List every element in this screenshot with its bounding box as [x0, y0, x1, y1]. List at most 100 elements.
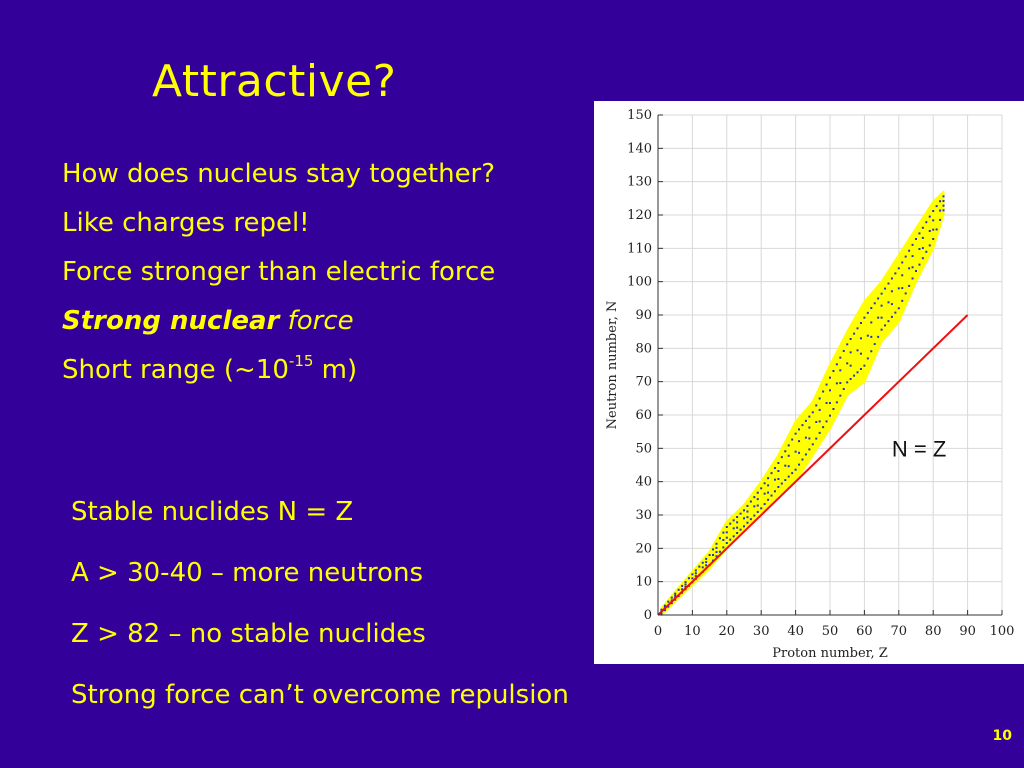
nuclide-point	[784, 450, 787, 453]
nuclide-point	[932, 219, 935, 222]
nuclide-point	[718, 550, 721, 553]
nuclide-point	[932, 210, 935, 212]
nuclide-point	[870, 321, 873, 324]
nuclide-point	[756, 498, 759, 501]
nuclide-point	[767, 491, 770, 494]
nuclide-point	[804, 436, 807, 439]
nuclide-point	[921, 236, 924, 239]
nuclide-point	[698, 565, 701, 568]
nuclide-point	[935, 228, 938, 231]
nuclide-point	[705, 561, 708, 564]
nuclide-point	[756, 510, 759, 513]
nuclide-point	[911, 277, 914, 280]
nuclide-point	[880, 316, 883, 319]
y-tick-label: 10	[635, 575, 652, 590]
nuclide-point	[921, 247, 924, 250]
nuclide-point	[873, 302, 876, 305]
nuclide-point	[873, 343, 876, 346]
nuclide-point	[770, 472, 773, 475]
nuclide-point	[928, 230, 931, 232]
nuclide-point	[842, 388, 845, 390]
nuclide-point	[780, 482, 783, 485]
nuclide-point	[925, 250, 928, 253]
nuclide-point	[887, 320, 890, 323]
nuclide-point	[712, 554, 715, 556]
nuclide-point	[897, 287, 900, 290]
nuclide-point	[884, 287, 887, 290]
nuclide-point	[787, 475, 790, 478]
nuclide-point	[825, 383, 828, 386]
nuclide-point	[736, 521, 739, 524]
nuclide-point	[787, 444, 790, 447]
bullet-superscript: -15	[288, 352, 314, 370]
nuclide-point	[681, 588, 684, 591]
nuclide-point	[911, 255, 914, 258]
nuclide-point	[894, 272, 897, 275]
nuclide-point	[856, 327, 859, 330]
nuclide-point	[859, 322, 862, 324]
y-tick-label: 90	[635, 308, 652, 323]
nuclide-point	[767, 484, 770, 487]
nuclide-point	[743, 509, 745, 512]
nuclide-point	[846, 362, 849, 365]
nuclide-point	[901, 299, 904, 302]
nuclide-point	[798, 428, 801, 431]
nuclide-point	[939, 218, 942, 221]
x-tick-label: 0	[654, 624, 662, 639]
nuclide-point	[739, 512, 742, 515]
nuclide-point	[939, 209, 942, 212]
nuclide-point	[701, 566, 704, 569]
y-tick-label: 60	[635, 408, 652, 423]
nuclide-point	[908, 249, 911, 252]
nuclide-point	[822, 390, 825, 393]
nuclide-point	[773, 467, 776, 470]
nuclide-point	[684, 581, 687, 584]
nuclide-point	[849, 364, 852, 367]
nuclide-point	[760, 507, 763, 510]
bullet-list-top: How does nucleus stay together? Like cha…	[62, 150, 495, 395]
nuclide-point	[859, 352, 862, 355]
nuclide-point	[832, 370, 835, 372]
nuclide-point	[773, 478, 776, 481]
nuclide-point	[829, 402, 831, 404]
nuclide-chart: 0 10 20 30 40 50 60 70 80 90 100 0 10 20 30 40 50 60 70 80 9…	[594, 101, 1024, 664]
y-tick-label: 120	[627, 208, 652, 223]
nuclide-point	[818, 408, 821, 411]
y-tick-label: 40	[635, 475, 652, 490]
nuclide-point	[942, 200, 945, 202]
bullet-text: Short range (~10	[62, 355, 289, 385]
nuclide-point	[887, 301, 890, 304]
nuclide-point	[904, 255, 907, 258]
nuclide-point	[715, 555, 718, 558]
nuclide-point	[777, 462, 780, 464]
y-tick-label: 110	[627, 241, 652, 256]
nuclide-point	[825, 420, 828, 423]
nuclide-point	[780, 456, 783, 459]
nuclide-point	[746, 516, 749, 519]
nuclide-point	[911, 243, 914, 246]
nuclide-point	[863, 316, 866, 319]
nuclide-point	[839, 356, 842, 359]
nuclide-point	[732, 527, 735, 530]
nuclide-point	[842, 350, 845, 352]
nuclide-point	[725, 531, 728, 534]
nuclide-point	[749, 518, 752, 521]
x-tick-label: 20	[719, 624, 736, 639]
nuclide-point	[718, 537, 721, 540]
nuclide-point	[880, 292, 883, 295]
y-tick-label: 130	[627, 175, 652, 190]
nuclide-point	[763, 482, 766, 485]
nuclide-point	[890, 277, 893, 280]
nuclide-point	[777, 478, 780, 480]
x-tick-label: 70	[891, 624, 908, 639]
nuclide-point	[753, 505, 756, 508]
nuclide-point	[908, 267, 911, 270]
nuclide-point	[815, 421, 818, 423]
nuclide-point	[846, 381, 849, 384]
nuclide-point	[777, 470, 780, 472]
nuclide-point	[808, 415, 811, 418]
nuclide-point	[715, 551, 718, 554]
nuclide-point	[725, 526, 728, 528]
nuclide-point	[732, 535, 735, 538]
bullet-item: Like charges repel!	[62, 208, 310, 238]
